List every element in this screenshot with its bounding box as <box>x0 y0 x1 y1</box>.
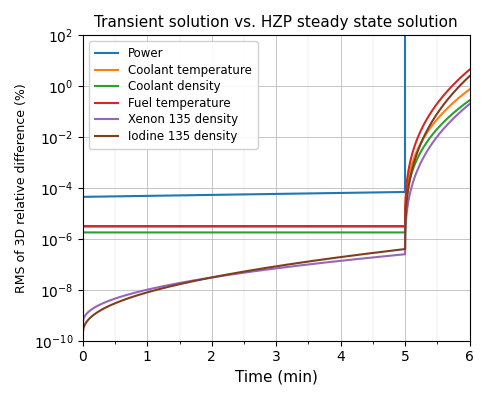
Fuel temperature <box>430 106 436 110</box>
Xenon 135 density <box>430 138 436 143</box>
Xenon 135 density <box>297 263 303 268</box>
Xenon 135 density <box>316 261 322 266</box>
Coolant density <box>297 230 303 235</box>
Iodine 135 density <box>316 258 322 262</box>
Power <box>269 192 275 196</box>
Coolant density <box>433 127 439 132</box>
Coolant temperature <box>415 144 421 149</box>
Iodine 135 density <box>415 146 421 150</box>
Fuel temperature <box>297 224 303 228</box>
Coolant temperature <box>80 224 86 229</box>
Iodine 135 density <box>430 116 436 121</box>
X-axis label: Time (min): Time (min) <box>234 370 317 385</box>
Iodine 135 density <box>135 293 141 298</box>
Xenon 135 density <box>135 290 141 294</box>
Coolant temperature <box>135 224 141 229</box>
Fuel temperature <box>433 102 439 106</box>
Title: Transient solution vs. HZP steady state solution: Transient solution vs. HZP steady state … <box>94 15 457 30</box>
Iodine 135 density <box>466 74 471 78</box>
Coolant density <box>135 230 141 235</box>
Power <box>137 194 142 198</box>
Line: Xenon 135 density: Xenon 135 density <box>83 104 468 323</box>
Iodine 135 density <box>297 260 303 265</box>
Power <box>401 190 407 194</box>
Y-axis label: RMS of 3D relative difference (%): RMS of 3D relative difference (%) <box>15 83 28 293</box>
Line: Coolant density: Coolant density <box>83 100 468 232</box>
Fuel temperature <box>80 224 86 228</box>
Fuel temperature <box>415 132 421 137</box>
Coolant density <box>430 130 436 135</box>
Line: Power: Power <box>83 192 404 197</box>
Coolant temperature <box>316 224 322 229</box>
Xenon 135 density <box>80 320 86 325</box>
Fuel temperature <box>466 67 471 72</box>
Xenon 135 density <box>433 134 439 139</box>
Xenon 135 density <box>466 102 471 106</box>
Coolant temperature <box>466 87 471 92</box>
Coolant density <box>466 98 471 103</box>
Power <box>80 194 86 199</box>
Legend: Power, Coolant temperature, Coolant density, Fuel temperature, Xenon 135 density: Power, Coolant temperature, Coolant dens… <box>89 41 257 149</box>
Iodine 135 density <box>80 331 86 336</box>
Xenon 135 density <box>415 164 421 169</box>
Line: Fuel temperature: Fuel temperature <box>83 70 468 226</box>
Fuel temperature <box>135 224 141 228</box>
Coolant temperature <box>430 121 436 126</box>
Coolant density <box>80 230 86 235</box>
Coolant density <box>415 153 421 158</box>
Fuel temperature <box>316 224 322 228</box>
Iodine 135 density <box>433 112 439 116</box>
Line: Coolant temperature: Coolant temperature <box>83 90 468 227</box>
Coolant density <box>316 230 322 235</box>
Coolant temperature <box>297 224 303 229</box>
Power <box>225 192 231 197</box>
Power <box>295 191 301 196</box>
Coolant temperature <box>433 117 439 122</box>
Power <box>163 193 168 198</box>
Line: Iodine 135 density: Iodine 135 density <box>83 76 468 333</box>
Power <box>322 191 328 196</box>
